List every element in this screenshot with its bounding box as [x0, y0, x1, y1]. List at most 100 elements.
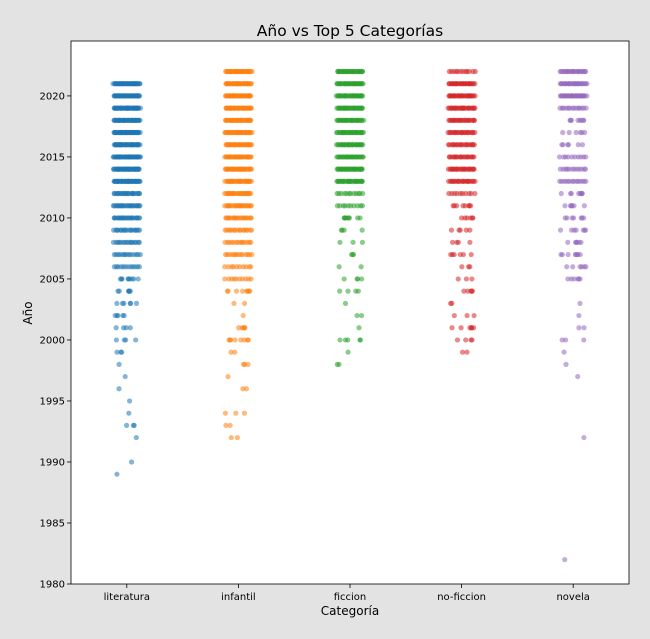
x-axis-label: Categoría	[321, 604, 379, 618]
point-infantil	[248, 190, 254, 197]
x-tick-label-infantil: infantil	[221, 592, 256, 603]
point-no-ficcion	[450, 203, 456, 209]
point-literatura	[120, 325, 127, 331]
point-no-ficcion	[451, 251, 457, 258]
point-novela	[581, 337, 587, 343]
point-literatura	[113, 337, 119, 343]
point-no-ficcion	[448, 300, 454, 306]
point-no-ficcion	[469, 276, 475, 282]
point-infantil	[233, 410, 239, 416]
point-literatura	[135, 276, 141, 282]
point-novela	[584, 81, 590, 87]
point-infantil	[248, 264, 254, 270]
x-tick-label-literatura: literatura	[104, 592, 150, 603]
point-ficcion	[361, 117, 367, 123]
chart-title: Año vs Top 5 Categorías	[257, 22, 443, 40]
point-no-ficcion	[471, 142, 477, 148]
point-infantil	[248, 276, 254, 282]
point-no-ficcion	[468, 190, 474, 197]
point-no-ficcion	[463, 227, 469, 233]
point-infantil	[243, 386, 250, 392]
point-ficcion	[359, 276, 365, 282]
point-no-ficcion	[471, 117, 477, 123]
point-infantil	[248, 117, 254, 123]
point-literatura	[137, 81, 143, 87]
point-novela	[581, 325, 587, 331]
point-no-ficcion	[455, 276, 461, 282]
point-no-ficcion	[455, 239, 461, 245]
point-ficcion	[357, 337, 363, 343]
point-novela	[568, 227, 575, 233]
point-literatura	[112, 312, 118, 319]
point-ficcion	[360, 81, 366, 87]
point-novela	[565, 251, 571, 258]
point-literatura	[125, 276, 132, 282]
point-novela	[579, 142, 586, 148]
point-novela	[579, 129, 585, 136]
point-ficcion	[337, 337, 343, 343]
point-ficcion	[359, 105, 366, 111]
point-no-ficcion	[472, 68, 478, 75]
point-no-ficcion	[472, 81, 478, 87]
point-ficcion	[350, 251, 356, 258]
point-infantil	[241, 325, 247, 331]
point-ficcion	[334, 361, 340, 367]
point-no-ficcion	[472, 190, 478, 197]
point-ficcion	[360, 142, 366, 148]
point-novela	[575, 373, 581, 380]
y-tick-label: 2010	[40, 213, 65, 224]
point-no-ficcion	[472, 105, 478, 111]
point-novela	[580, 117, 587, 123]
point-novela	[577, 251, 583, 258]
point-novela	[582, 166, 589, 172]
point-no-ficcion	[459, 349, 466, 355]
point-infantil	[248, 93, 254, 99]
point-ficcion	[350, 239, 356, 245]
point-no-ficcion	[463, 337, 469, 343]
point-novela	[577, 300, 583, 306]
point-infantil	[248, 105, 255, 111]
point-novela	[559, 251, 565, 258]
point-ficcion	[358, 264, 364, 270]
point-ficcion	[336, 264, 342, 270]
point-infantil	[249, 251, 255, 258]
point-no-ficcion	[457, 251, 463, 258]
point-no-ficcion	[454, 337, 461, 343]
point-infantil	[245, 288, 251, 294]
point-infantil	[248, 227, 255, 233]
point-no-ficcion	[471, 312, 477, 319]
point-no-ficcion	[464, 312, 470, 319]
point-ficcion	[360, 129, 367, 136]
point-infantil	[248, 178, 255, 184]
point-no-ficcion	[449, 325, 455, 331]
point-literatura	[126, 410, 132, 416]
point-ficcion	[359, 68, 365, 75]
point-literatura	[137, 129, 143, 136]
point-no-ficcion	[468, 203, 474, 209]
point-literatura	[128, 459, 135, 465]
point-novela	[583, 154, 589, 160]
point-infantil	[241, 300, 248, 306]
point-novela	[570, 264, 576, 270]
point-no-ficcion	[449, 239, 456, 245]
point-literatura	[116, 361, 122, 367]
point-ficcion	[355, 288, 361, 294]
point-infantil	[242, 361, 248, 367]
point-literatura	[137, 142, 143, 148]
point-ficcion	[355, 215, 361, 221]
point-literatura	[137, 251, 143, 258]
point-literatura	[137, 203, 143, 209]
point-novela	[558, 190, 564, 197]
y-tick-label: 1980	[40, 580, 65, 591]
point-literatura	[136, 239, 142, 245]
point-infantil	[222, 276, 228, 282]
point-novela	[561, 349, 567, 355]
point-novela	[563, 361, 569, 367]
point-infantil	[228, 434, 234, 441]
point-ficcion	[355, 276, 361, 282]
point-no-ficcion	[458, 325, 464, 331]
point-novela	[577, 276, 583, 282]
point-novela	[581, 203, 588, 209]
point-literatura	[114, 349, 120, 355]
